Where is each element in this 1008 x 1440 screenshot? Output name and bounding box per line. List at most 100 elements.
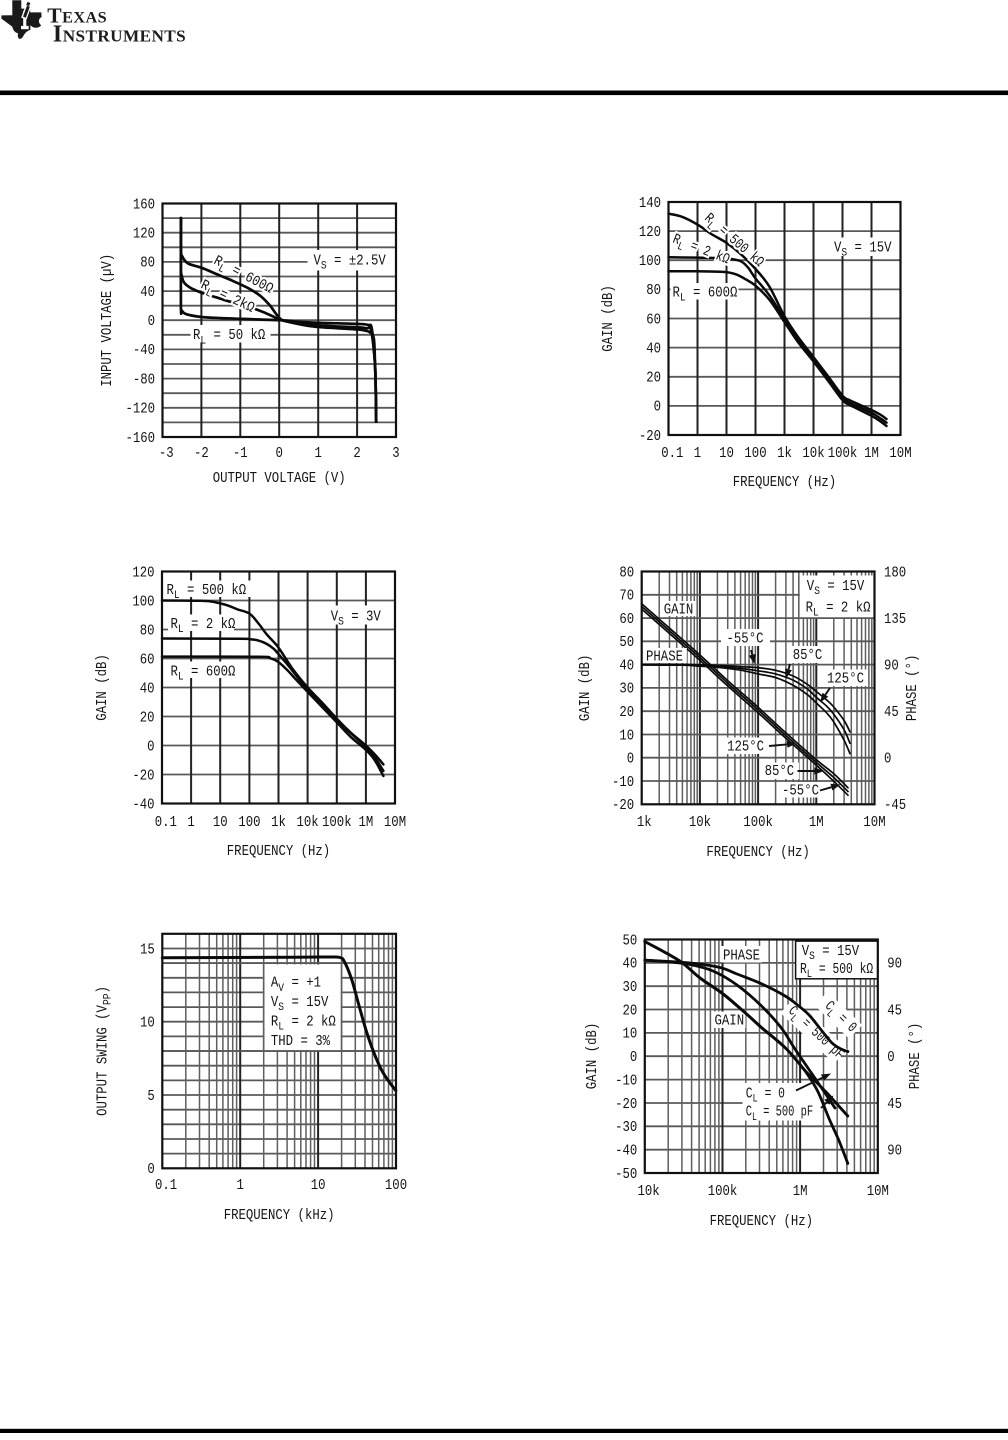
- svg-text:-40: -40: [615, 1144, 637, 1160]
- svg-text:FREQUENCY (Hz): FREQUENCY (Hz): [710, 1214, 813, 1230]
- svg-text:-20: -20: [639, 429, 661, 445]
- svg-text:-40: -40: [133, 343, 155, 359]
- svg-text:AV​ = +1: AV​ = +1: [271, 976, 321, 995]
- svg-text:VS​ = 15V: VS​ = 15V: [834, 241, 891, 260]
- svg-text:100k: 100k: [708, 1184, 738, 1200]
- svg-text:FREQUENCY (kHz): FREQUENCY (kHz): [224, 1208, 335, 1224]
- svg-text:1M: 1M: [864, 446, 879, 462]
- svg-text:85°C: 85°C: [765, 764, 795, 780]
- svg-text:20: 20: [140, 711, 155, 727]
- svg-text:0: 0: [147, 1162, 154, 1178]
- svg-text:10M: 10M: [384, 815, 406, 831]
- svg-text:VS​ = 15V: VS​ = 15V: [807, 579, 864, 598]
- svg-text:RL​ = 50 kΩ: RL​ = 50 kΩ: [193, 328, 265, 347]
- svg-text:10k: 10k: [802, 446, 824, 462]
- svg-text:VS​ = 15V: VS​ = 15V: [271, 995, 328, 1014]
- svg-text:0: 0: [276, 446, 283, 462]
- svg-text:60: 60: [140, 653, 155, 669]
- svg-text:FREQUENCY (Hz): FREQUENCY (Hz): [733, 475, 836, 491]
- svg-text:1M: 1M: [793, 1184, 808, 1200]
- svg-text:45: 45: [884, 705, 899, 721]
- svg-text:85°C: 85°C: [793, 648, 823, 664]
- svg-text:-20: -20: [615, 1097, 637, 1113]
- svg-text:-50: -50: [615, 1167, 637, 1183]
- svg-text:100: 100: [744, 446, 766, 462]
- svg-text:OUTPUT SWING (VPP​): OUTPUT SWING (VPP​): [96, 986, 115, 1116]
- svg-text:VS​ = 3V: VS​ = 3V: [331, 610, 381, 629]
- svg-text:-10: -10: [615, 1074, 637, 1090]
- svg-text:GAIN (dB): GAIN (dB): [578, 655, 594, 721]
- svg-text:40: 40: [646, 342, 661, 358]
- svg-text:1k: 1k: [777, 446, 792, 462]
- svg-text:1k: 1k: [271, 815, 286, 831]
- svg-text:0.1: 0.1: [155, 1178, 177, 1194]
- svg-text:30: 30: [623, 980, 638, 996]
- svg-text:80: 80: [140, 624, 155, 640]
- svg-text:10M: 10M: [867, 1184, 889, 1200]
- svg-text:10: 10: [140, 1016, 155, 1032]
- svg-text:90: 90: [887, 957, 902, 973]
- svg-text:100: 100: [639, 254, 661, 270]
- svg-text:VS​ = 15V: VS​ = 15V: [802, 944, 859, 963]
- svg-text:1M: 1M: [359, 815, 374, 831]
- svg-text:2: 2: [353, 446, 360, 462]
- svg-text:-55°C: -55°C: [782, 784, 819, 800]
- svg-text:-30: -30: [615, 1120, 637, 1136]
- svg-text:PHASE: PHASE: [646, 650, 683, 666]
- svg-text:60: 60: [619, 612, 634, 628]
- svg-text:20: 20: [619, 705, 634, 721]
- svg-text:0.1: 0.1: [661, 446, 683, 462]
- svg-text:100: 100: [238, 815, 260, 831]
- svg-text:20: 20: [646, 371, 661, 387]
- svg-text:GAIN: GAIN: [715, 1014, 745, 1030]
- svg-text:-1: -1: [233, 446, 248, 462]
- svg-text:-10: -10: [612, 775, 634, 791]
- svg-text:100k: 100k: [828, 446, 858, 462]
- svg-text:120: 120: [132, 566, 154, 582]
- svg-text:125°C: 125°C: [727, 740, 764, 756]
- svg-text:-120: -120: [125, 402, 155, 418]
- svg-text:40: 40: [140, 682, 155, 698]
- svg-text:RL​ = 500 kΩ: RL​ = 500 kΩ: [800, 961, 873, 982]
- svg-text:0: 0: [884, 752, 891, 768]
- svg-text:GAIN (dB): GAIN (dB): [95, 654, 111, 720]
- svg-text:10: 10: [311, 1178, 326, 1194]
- svg-text:45: 45: [887, 1004, 902, 1020]
- svg-text:20: 20: [623, 1004, 638, 1020]
- svg-text:OUTPUT VOLTAGE (V): OUTPUT VOLTAGE (V): [213, 471, 346, 487]
- svg-text:10k: 10k: [638, 1184, 660, 1200]
- svg-text:100: 100: [385, 1178, 407, 1194]
- svg-text:VS​ = ±2.5V: VS​ = ±2.5V: [314, 254, 386, 273]
- svg-text:100k: 100k: [743, 815, 773, 831]
- svg-text:10M: 10M: [889, 446, 911, 462]
- svg-text:10: 10: [619, 729, 634, 745]
- svg-text:180: 180: [884, 566, 906, 582]
- svg-text:90: 90: [884, 659, 899, 675]
- svg-text:GAIN (dB): GAIN (dB): [601, 285, 617, 351]
- svg-text:45: 45: [887, 1097, 902, 1113]
- svg-text:60: 60: [646, 313, 661, 329]
- svg-text:-45: -45: [884, 798, 906, 814]
- svg-text:10k: 10k: [689, 815, 711, 831]
- svg-text:30: 30: [619, 682, 634, 698]
- svg-text:50: 50: [623, 934, 638, 950]
- svg-text:80: 80: [646, 283, 661, 299]
- svg-text:3: 3: [392, 446, 399, 462]
- svg-text:160: 160: [133, 198, 155, 214]
- svg-text:INPUT VOLTAGE (µV): INPUT VOLTAGE (µV): [100, 254, 116, 387]
- svg-text:0: 0: [148, 314, 155, 330]
- svg-text:-40: -40: [132, 798, 154, 814]
- svg-text:10: 10: [719, 446, 734, 462]
- svg-text:GAIN (dB): GAIN (dB): [585, 1023, 601, 1089]
- svg-text:10M: 10M: [863, 815, 885, 831]
- svg-text:RL​ = 2 kΩ: RL​ = 2 kΩ: [806, 601, 871, 620]
- svg-text:120: 120: [133, 227, 155, 243]
- svg-text:0: 0: [654, 400, 661, 416]
- svg-text:-160: -160: [125, 431, 155, 447]
- svg-text:FREQUENCY (Hz): FREQUENCY (Hz): [227, 844, 330, 860]
- svg-text:80: 80: [619, 566, 634, 582]
- svg-text:40: 40: [623, 957, 638, 973]
- svg-text:90: 90: [887, 1144, 902, 1160]
- svg-text:1M: 1M: [809, 815, 824, 831]
- svg-text:80: 80: [140, 256, 155, 272]
